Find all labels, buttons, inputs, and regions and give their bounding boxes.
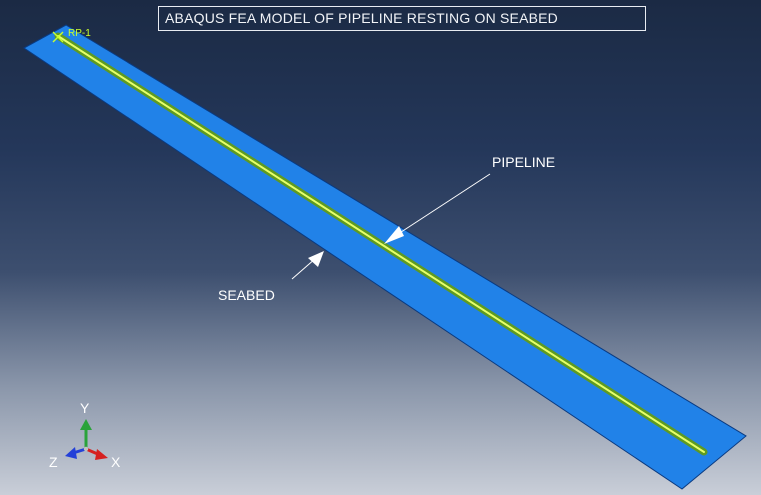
model-title-box: ABAQUS FEA MODEL OF PIPELINE RESTING ON … (158, 6, 646, 31)
seabed-arrow (291, 251, 324, 280)
reference-point-label: RP-1 (68, 28, 91, 39)
axis-x-label: X (111, 454, 121, 470)
axis-z-label: Z (49, 454, 58, 470)
seabed-label: SEABED (218, 287, 275, 303)
pipeline-highlight (57, 35, 705, 453)
seabed-plate[interactable] (23, 24, 747, 490)
coordinate-triad (65, 419, 108, 460)
axis-y-label: Y (80, 400, 90, 416)
reference-point-marker[interactable] (52, 31, 64, 43)
pipeline-arrow (384, 173, 491, 244)
pipeline-label: PIPELINE (492, 154, 556, 170)
